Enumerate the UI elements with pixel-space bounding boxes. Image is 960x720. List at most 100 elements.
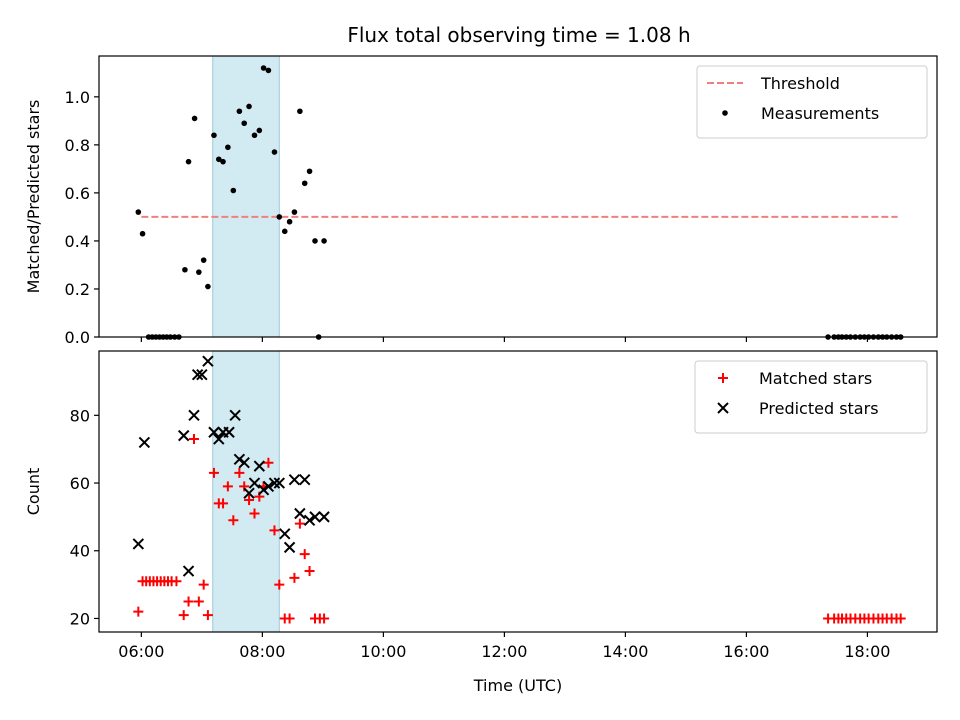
predicted-star-point <box>132 538 145 550</box>
matched-star-point <box>274 579 285 590</box>
matched-star-point <box>133 606 144 617</box>
y-tick-label: 20 <box>70 609 90 628</box>
x-tick-label: 16:00 <box>723 642 769 661</box>
measurement-point <box>191 115 198 122</box>
y-tick-label: 0.2 <box>65 280 90 299</box>
legend-box <box>696 65 928 139</box>
measurement-point <box>139 230 146 237</box>
measurement-point <box>230 187 237 194</box>
legend-label: Threshold <box>760 74 840 93</box>
matched-star-point <box>234 467 245 478</box>
x-tick-label: 06:00 <box>118 642 164 661</box>
measurement-point <box>321 238 327 244</box>
predicted-star-point <box>303 514 316 526</box>
x-tick-label: 10:00 <box>360 642 406 661</box>
y-tick-label: 0.8 <box>65 136 90 155</box>
matched-star-point <box>249 508 260 519</box>
y-axis-label: Matched/Predicted stars <box>24 100 43 294</box>
matched-star-point <box>228 515 239 526</box>
legend: Threshold Measurements <box>696 65 928 139</box>
legend-box <box>694 360 928 434</box>
predicted-star-point <box>182 565 195 577</box>
y-tick-label: 0.4 <box>65 232 90 251</box>
measurement-point <box>286 218 293 225</box>
y-axis-label: Count <box>24 468 43 516</box>
legend: Matched stars Predicted stars <box>694 360 928 434</box>
legend-label: Predicted stars <box>759 399 879 418</box>
predicted-star-point <box>268 477 281 489</box>
axes-frame <box>98 350 938 633</box>
y-tick-label: 40 <box>70 542 90 561</box>
matched-star-point <box>188 434 199 445</box>
measurement-point <box>281 228 288 235</box>
legend-measurement-swatch <box>722 110 728 116</box>
predicted-star-point <box>188 409 200 422</box>
matched-star-point <box>218 498 229 509</box>
measurement-point <box>205 283 211 290</box>
predicted-star-point <box>208 426 220 438</box>
matched-star-point <box>895 613 906 624</box>
x-tick-label: 18:00 <box>844 642 890 661</box>
matched-star-point <box>178 610 189 621</box>
axes-frame <box>98 55 938 338</box>
measurement-point <box>236 108 243 115</box>
predicted-star-point <box>238 457 250 469</box>
matched-star-point <box>183 596 194 607</box>
y-tick-label: 60 <box>70 474 90 493</box>
x-tick-label: 14:00 <box>602 642 648 661</box>
matched-star-point <box>202 610 213 621</box>
matched-star-point <box>171 576 182 587</box>
x-tick-label: 08:00 <box>239 642 285 661</box>
measurement-point <box>216 156 222 163</box>
measurement-point <box>185 158 192 165</box>
predicted-star-point <box>213 433 225 445</box>
predicted-star-point <box>248 477 261 489</box>
predicted-star-point <box>309 511 321 523</box>
matched-star-point <box>319 613 330 624</box>
predicted-star-point <box>191 368 204 381</box>
measurement-point <box>182 266 188 273</box>
measurement-point <box>256 127 263 134</box>
matched-star-point <box>198 579 209 590</box>
measurement-point <box>276 214 283 220</box>
measurement-point <box>200 257 207 263</box>
highlight-span <box>212 55 280 338</box>
measurement-point <box>225 144 231 151</box>
x-axis-label: Time (UTC) <box>473 676 562 695</box>
measurement-point <box>265 67 272 74</box>
predicted-star-point <box>253 460 266 472</box>
predicted-star-point <box>294 507 306 520</box>
predicted-star-point <box>233 453 246 466</box>
predicted-star-point <box>273 477 286 489</box>
legend-predicted-swatch <box>717 402 729 414</box>
matched-star-point <box>299 549 310 560</box>
predicted-star-point <box>279 528 291 540</box>
matched-star-point <box>244 494 255 505</box>
predicted-star-point <box>283 541 296 554</box>
measurement-point <box>251 132 258 139</box>
y-tick-label: 0.6 <box>65 184 90 203</box>
y-tick-label: 1.0 <box>65 88 90 107</box>
predicted-star-point <box>257 484 270 496</box>
measurement-point <box>211 132 217 139</box>
measurement-point <box>220 158 226 165</box>
measurement-point <box>301 180 308 187</box>
measurement-point <box>306 168 313 175</box>
measurement-point <box>196 269 202 275</box>
measurement-point <box>241 120 248 127</box>
matched-star-point <box>222 481 233 492</box>
star-count-panel: 20 40 60 80 06:00 08:00 10:00 12:00 14:00 16:00 18… <box>24 350 938 695</box>
matched-star-point <box>263 457 274 468</box>
legend-label: Matched stars <box>759 369 872 388</box>
matched-star-point <box>294 518 305 529</box>
measurement-point <box>312 238 318 244</box>
y-tick-label: 0.0 <box>65 328 90 347</box>
matched-star-point <box>284 613 295 624</box>
predicted-star-point <box>243 487 255 499</box>
chart-title: Flux total observing time = 1.08 h <box>347 23 690 47</box>
predicted-star-point <box>288 473 301 486</box>
predicted-star-point <box>202 355 214 367</box>
matched-star-point <box>208 467 219 478</box>
measurement-point <box>135 209 142 215</box>
